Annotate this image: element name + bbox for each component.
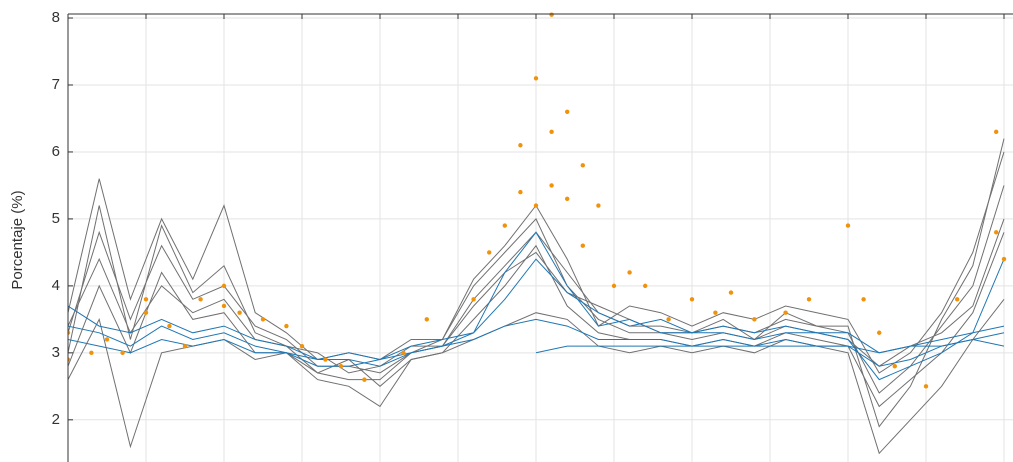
scatter-point (877, 330, 882, 335)
scatter-point (580, 243, 585, 248)
scatter-point (689, 297, 695, 302)
scatter-point (806, 297, 812, 302)
scatter-point (68, 357, 71, 362)
series-line (68, 138, 1005, 428)
scatter-point (167, 323, 172, 329)
scatter-point (643, 283, 648, 289)
scatter-point (565, 109, 570, 114)
scatter-point (994, 230, 999, 235)
series-line (535, 338, 1005, 354)
scatter-point (549, 183, 554, 188)
scatter-point (182, 343, 188, 349)
scatter-point (89, 350, 94, 356)
scatter-point (611, 283, 617, 289)
y-tick-label: 4 (52, 277, 60, 294)
scatter-point (845, 223, 851, 228)
scatter-point (362, 377, 367, 382)
scatter-point (533, 76, 539, 81)
y-tick-label: 6 (52, 143, 60, 160)
scatter-point (580, 163, 585, 168)
scatter-point (221, 283, 227, 289)
scatter-point (728, 290, 734, 295)
scatter-point (549, 129, 554, 135)
scatter-point (487, 250, 492, 255)
scatter-point (955, 297, 960, 302)
scatter-point (892, 364, 897, 369)
scatter-point (221, 303, 227, 309)
scatter-point (237, 310, 242, 315)
scatter-point (502, 223, 507, 228)
scatter-point (994, 129, 999, 135)
scatter-point (752, 317, 757, 322)
scatter-point (713, 310, 718, 315)
scatter-point (1001, 256, 1007, 262)
scatter-point (284, 323, 289, 329)
scatter-point (143, 297, 149, 302)
scatter-point (471, 297, 476, 302)
y-tick-label: 5 (52, 210, 60, 227)
scatter-point (533, 203, 539, 208)
y-axis-label: Porcentaje (%) (9, 190, 26, 289)
scatter-point (424, 317, 429, 322)
scatter-point (783, 310, 788, 315)
scatter-point (104, 337, 110, 342)
series-line (68, 231, 1005, 381)
scatter-point (666, 317, 671, 322)
scatter-point (120, 350, 125, 356)
grid (67, 14, 1013, 462)
scatter-point (143, 310, 149, 315)
scatter-point (923, 384, 929, 389)
scatter-point (861, 297, 866, 302)
scatter-point (198, 297, 203, 302)
labels: 2 3 4 5 6 7 8 (52, 9, 1005, 428)
scatter-point (565, 196, 570, 202)
y-tick-label: 8 (52, 9, 60, 26)
scatter-point (401, 350, 406, 356)
scatter-point (323, 357, 328, 362)
scatter-point (299, 343, 305, 349)
scatter-point (518, 143, 523, 148)
scatter-point (549, 12, 554, 17)
series-line (68, 258, 1005, 367)
scatter-point (627, 270, 632, 275)
y-tick-label: 3 (52, 344, 60, 361)
scatter-point (260, 317, 266, 322)
y-tick-label: 7 (52, 76, 60, 93)
scatter-point (338, 364, 344, 369)
plot-area (68, 12, 1007, 455)
scatter-point (518, 189, 523, 195)
scatter-point (596, 203, 601, 208)
scatter-point (68, 330, 71, 335)
y-tick-label: 2 (52, 411, 60, 428)
